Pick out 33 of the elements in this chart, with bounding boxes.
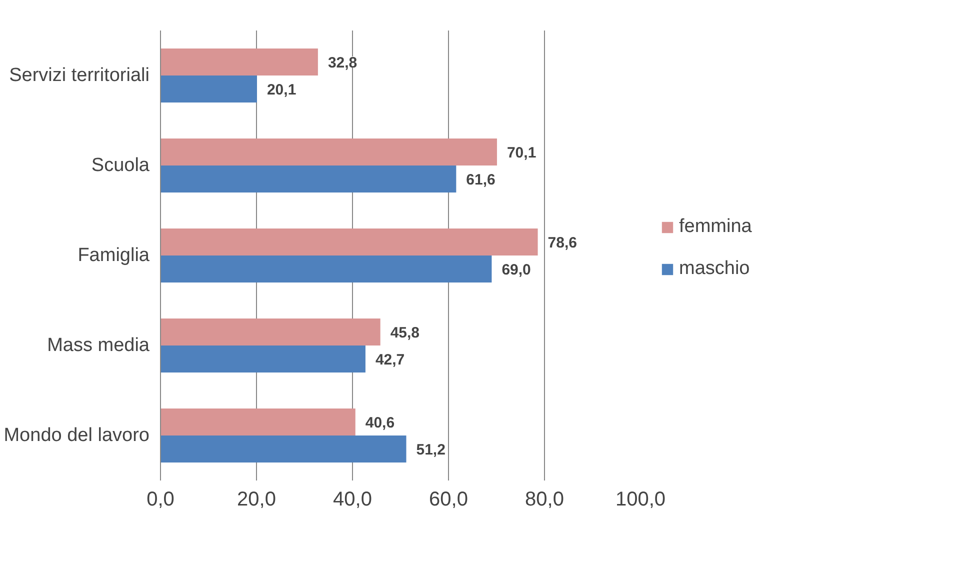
data-label: 51,2 bbox=[416, 442, 446, 458]
x-tick-label: 100,0 bbox=[615, 488, 666, 510]
data-label: 42,7 bbox=[375, 352, 405, 368]
data-label: 70,1 bbox=[506, 144, 536, 162]
y-tick-label: Famiglia bbox=[78, 245, 150, 266]
bar bbox=[160, 76, 257, 102]
data-label: 40,6 bbox=[365, 414, 395, 432]
x-tick-label: 80,0 bbox=[525, 488, 564, 510]
x-tick-label: 20,0 bbox=[237, 488, 276, 510]
data-label: 20,1 bbox=[266, 82, 296, 98]
bar bbox=[160, 228, 538, 256]
x-tick-label: 40,0 bbox=[333, 488, 372, 510]
y-tick-label: Mondo del lavoro bbox=[4, 425, 150, 446]
y-tick-label: Scuola bbox=[91, 155, 150, 176]
bar bbox=[160, 436, 406, 462]
data-label: 78,6 bbox=[548, 234, 577, 252]
legend-label: maschio bbox=[679, 258, 750, 280]
bar bbox=[160, 256, 492, 282]
bar bbox=[160, 166, 456, 192]
data-label: 69,0 bbox=[502, 262, 531, 278]
bar bbox=[160, 318, 380, 346]
data-label: 45,8 bbox=[390, 324, 420, 342]
data-label: 32,8 bbox=[328, 54, 358, 72]
bar bbox=[160, 408, 356, 436]
data-label: 61,6 bbox=[466, 172, 496, 188]
legend-label: femmina bbox=[679, 216, 752, 238]
x-tick-label: 0,0 bbox=[146, 488, 174, 510]
y-tick-label: Mass media bbox=[47, 335, 150, 356]
x-tick-label: 60,0 bbox=[429, 488, 468, 510]
bar bbox=[160, 138, 497, 166]
y-tick-label: Servizi territoriali bbox=[9, 65, 150, 86]
bar bbox=[160, 346, 366, 372]
bar bbox=[160, 48, 318, 76]
